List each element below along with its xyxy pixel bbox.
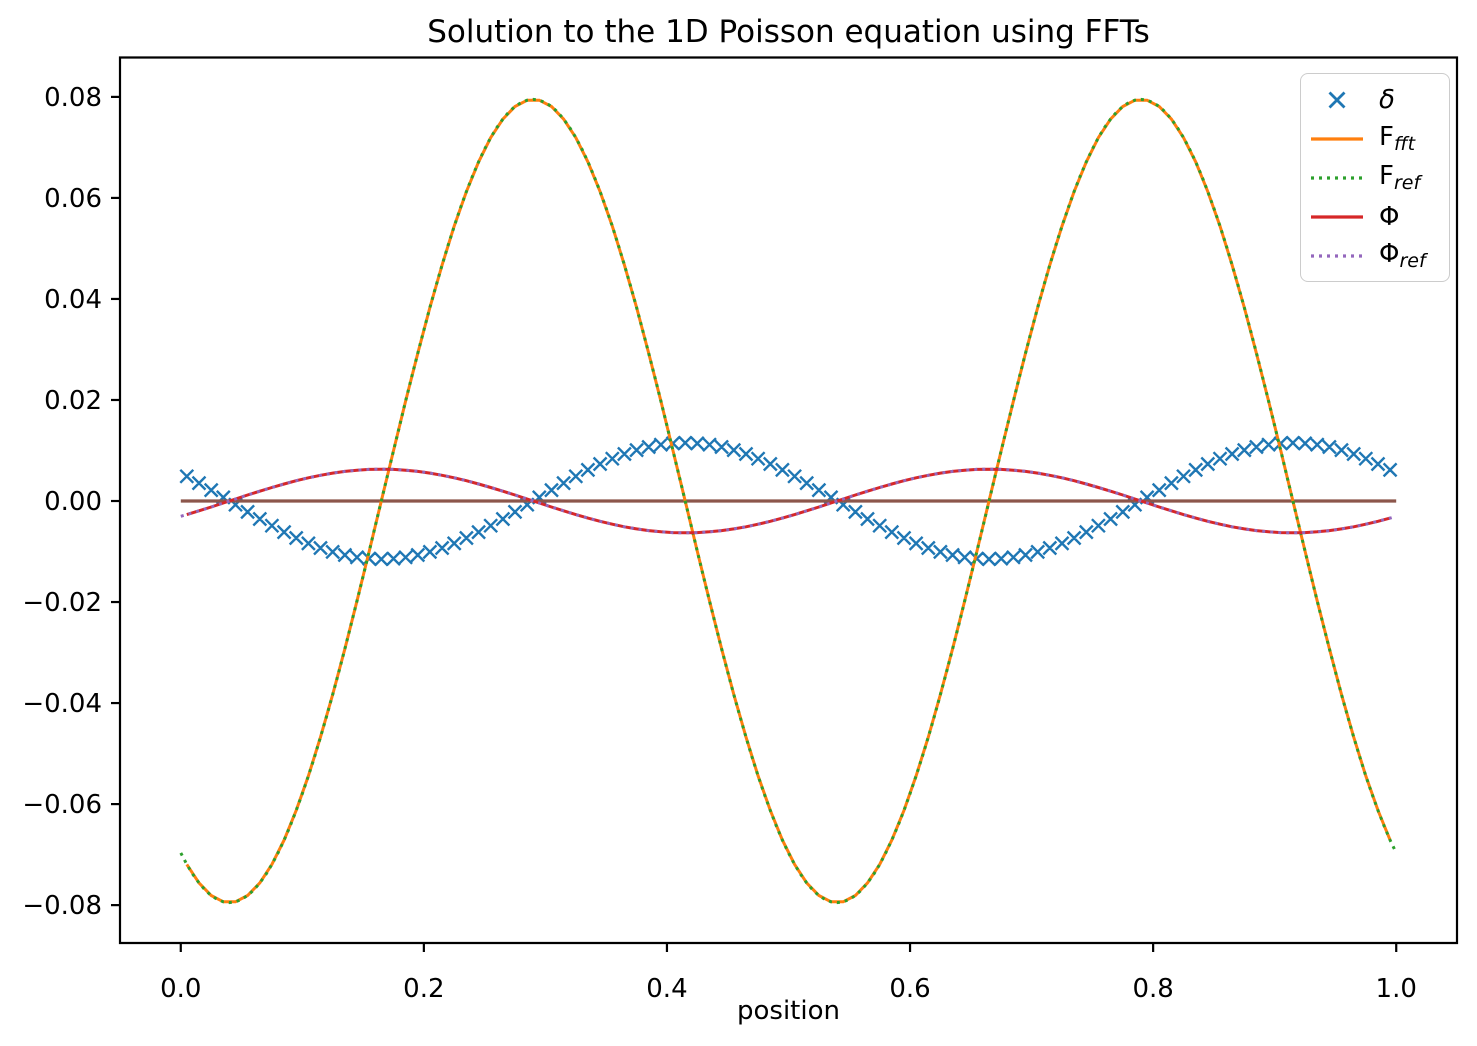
legend-item-Phi: Φ (1309, 197, 1441, 236)
legend-label-F_fft: Ffft (1379, 122, 1415, 155)
x-tick-label-1: 0.2 (403, 974, 444, 1004)
x-tick-label-0: 0.0 (160, 974, 201, 1004)
solid-line-icon (1311, 214, 1363, 219)
y-tick-label-6: −0.04 (22, 689, 102, 719)
dotted-line-icon (1311, 253, 1363, 258)
y-tick-label-4: 0.00 (44, 487, 102, 517)
dotted-line-icon (1311, 175, 1363, 180)
chart-title: Solution to the 1D Poisson equation usin… (427, 14, 1150, 50)
y-tick-label-7: −0.06 (22, 790, 102, 820)
x-tick-label-4: 0.8 (1132, 974, 1173, 1004)
legend-item-F_ref: Fref (1309, 158, 1441, 197)
series-line-Phi (186, 467, 1391, 535)
legend-item-F_fft: Ffft (1309, 119, 1441, 158)
y-tick-label-5: −0.02 (22, 588, 102, 618)
legend-label-delta: δ (1379, 85, 1395, 115)
series-markers-delta (179, 435, 1398, 567)
solid-line-icon (1311, 136, 1363, 141)
y-tick-label-2: 0.04 (44, 285, 102, 315)
x-axis-label: position (737, 996, 840, 1026)
legend-label-main: δ (1379, 84, 1395, 115)
y-tick-label-0: 0.08 (44, 83, 102, 113)
legend-label-main: Φ (1379, 201, 1400, 232)
legend-label-subscript: fft (1393, 133, 1416, 155)
series-line-F_ref (179, 97, 1398, 905)
x-marker-icon (1328, 91, 1346, 108)
legend-label-Phi: Φ (1379, 202, 1399, 232)
legend-item-delta: δ (1309, 80, 1441, 119)
y-tick-label-3: 0.02 (44, 386, 102, 416)
series-line-Phi_ref (180, 467, 1397, 535)
legend-label-main: F (1379, 122, 1394, 152)
legend-label-Phi_ref: Φref (1379, 239, 1426, 272)
legend-label-main: F (1379, 161, 1394, 191)
y-tick-label-1: 0.06 (44, 184, 102, 214)
axes-spines (118, 56, 1459, 945)
x-tick-label-5: 1.0 (1376, 974, 1417, 1004)
legend-label-F_ref: Fref (1379, 161, 1420, 194)
legend: δ Ffft Fref Φ Φref (1300, 73, 1450, 282)
legend-label-main: Φ (1379, 239, 1400, 269)
x-tick-label-3: 0.6 (889, 974, 930, 1004)
x-tick-label-2: 0.4 (646, 974, 687, 1004)
y-tick-label-8: −0.08 (22, 891, 102, 921)
legend-label-subscript: ref (1399, 250, 1426, 272)
legend-label-subscript: ref (1393, 172, 1421, 194)
legend-item-Phi_ref: Φref (1309, 236, 1441, 275)
